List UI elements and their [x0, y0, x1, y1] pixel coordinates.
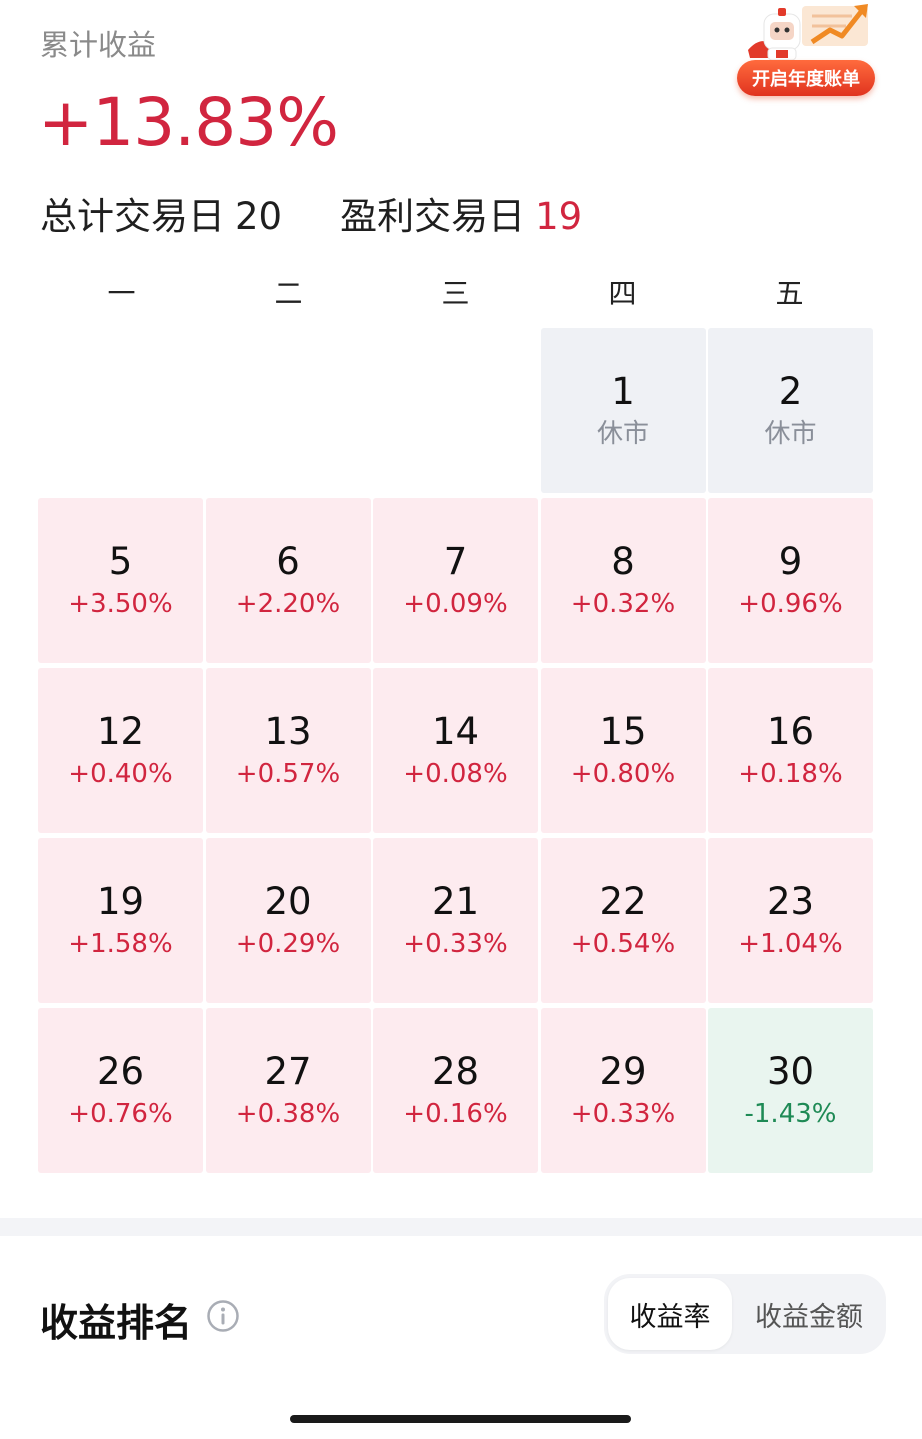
calendar-day-number: 2: [778, 369, 803, 413]
daily-return-value: +1.58%: [68, 928, 173, 959]
calendar-day-cell[interactable]: 30 -1.43%: [708, 1008, 873, 1173]
market-closed-label: 休市: [596, 418, 649, 449]
toggle-return-amount[interactable]: 收益金额: [755, 1301, 863, 1333]
calendar-day-number: 27: [264, 1049, 312, 1093]
profit-trading-days-label: 盈利交易日: [340, 195, 526, 238]
calendar-day-number: 29: [599, 1049, 647, 1093]
daily-return-value: +0.96%: [738, 588, 843, 619]
calendar-day-cell[interactable]: 15 +0.80%: [540, 668, 706, 833]
daily-return-value: +0.38%: [235, 1098, 341, 1129]
calendar-day-cell[interactable]: 12 +0.40%: [38, 668, 203, 833]
weekday-label: 二: [274, 277, 303, 310]
weekday-label: 四: [608, 277, 637, 310]
annual-bill-button[interactable]: 开启年度账单: [737, 60, 875, 96]
home-indicator[interactable]: [290, 1415, 631, 1423]
daily-return-value: +0.76%: [68, 1098, 173, 1129]
daily-return-value: +0.33%: [570, 1098, 676, 1129]
calendar-day-cell[interactable]: 6 +2.20%: [205, 498, 371, 663]
calendar-day-cell[interactable]: 13 +0.57%: [205, 668, 371, 833]
weekday-label: 五: [775, 277, 804, 310]
ranking-metric-toggle[interactable]: 收益率 收益金额: [604, 1274, 886, 1354]
daily-return-value: +3.50%: [68, 588, 173, 619]
weekday-header: 一 二 三 四 五: [38, 272, 873, 312]
calendar-day-cell[interactable]: 21 +0.33%: [373, 838, 538, 1003]
calendar-day-number: 16: [766, 709, 815, 753]
total-trading-days: 总计交易日 20: [40, 186, 282, 240]
calendar-day-number: 30: [766, 1049, 815, 1093]
calendar-day-number: 21: [431, 879, 480, 923]
daily-return-value: +0.08%: [403, 758, 508, 789]
calendar-cell-empty: [38, 328, 203, 493]
calendar-day-cell[interactable]: 27 +0.38%: [205, 1008, 371, 1173]
calendar-day-cell[interactable]: 26 +0.76%: [38, 1008, 203, 1173]
calendar-day-number: 20: [264, 879, 312, 923]
daily-return-value: +0.33%: [403, 928, 508, 959]
calendar-day-cell[interactable]: 23 +1.04%: [708, 838, 873, 1003]
total-trading-days-value: 20: [235, 195, 283, 238]
weekday-label: 三: [441, 277, 470, 310]
calendar-day-number: 9: [778, 539, 803, 583]
total-trading-days-label: 总计交易日: [40, 195, 225, 238]
daily-return-value: +2.20%: [235, 588, 341, 619]
section-divider: [0, 1218, 922, 1236]
calendar-day-number: 22: [599, 879, 647, 923]
daily-return-value: +0.18%: [738, 758, 843, 789]
calendar-day-number: 14: [431, 709, 480, 753]
profit-trading-days: 盈利交易日 19: [340, 186, 582, 240]
calendar-day-number: 1: [611, 369, 635, 413]
calendar-day-cell[interactable]: 22 +0.54%: [540, 838, 706, 1003]
calendar-day-number: 6: [276, 539, 300, 583]
header-label: 累计收益: [40, 28, 157, 62]
market-closed-label: 休市: [764, 418, 817, 449]
calendar-day-number: 23: [766, 879, 815, 923]
calendar-day-cell[interactable]: 5 +3.50%: [38, 498, 203, 663]
calendar-day-number: 26: [96, 1049, 145, 1093]
daily-return-value: +0.29%: [235, 928, 341, 959]
calendar-day-number: 15: [599, 709, 647, 753]
annual-bill-promo[interactable]: 开启年度账单: [734, 0, 880, 104]
mascot-rocket-icon: [748, 4, 868, 61]
calendar-day-number: 7: [443, 539, 468, 583]
calendar-cell-empty: [373, 328, 538, 493]
toggle-return-rate[interactable]: 收益率: [608, 1278, 732, 1350]
calendar-day-cell[interactable]: 28 +0.16%: [373, 1008, 538, 1173]
calendar-day-cell[interactable]: 29 +0.33%: [540, 1008, 706, 1173]
calendar-day-cell[interactable]: 8 +0.32%: [540, 498, 706, 663]
trading-day-stats: 总计交易日 20 盈利交易日 19: [40, 186, 582, 240]
calendar-day-cell[interactable]: 20 +0.29%: [205, 838, 371, 1003]
total-return-value: +13.83%: [38, 84, 339, 161]
daily-return-value: +0.40%: [68, 758, 173, 789]
calendar-day-number: 8: [611, 539, 635, 583]
calendar-day-cell[interactable]: 2 休市: [708, 328, 873, 493]
daily-return-value: +1.04%: [738, 928, 843, 959]
daily-return-value: +0.09%: [403, 588, 508, 619]
calendar-day-cell[interactable]: 1 休市: [540, 328, 706, 493]
profit-trading-days-value: 19: [535, 195, 583, 238]
calendar-day-cell[interactable]: 16 +0.18%: [708, 668, 873, 833]
daily-return-value: +0.80%: [570, 758, 676, 789]
calendar-day-number: 19: [96, 879, 145, 923]
calendar-day-number: 5: [108, 539, 133, 583]
ranking-title: 收益排名: [40, 1301, 193, 1345]
daily-return-value: +0.54%: [570, 928, 676, 959]
calendar-cell-empty: [206, 328, 371, 493]
daily-return-value: +0.32%: [570, 588, 676, 619]
calendar-day-number: 28: [431, 1049, 480, 1093]
daily-return-value: +0.16%: [403, 1098, 508, 1129]
returns-calendar: 1 休市 2 休市 5 +3.50% 6 +2.20% 7 +0.09% 8 +0.32% 9 +0.96…: [38, 328, 873, 1173]
info-icon[interactable]: [206, 1299, 240, 1333]
calendar-day-cell[interactable]: 7 +0.09%: [373, 498, 538, 663]
calendar-day-cell[interactable]: 19 +1.58%: [38, 838, 203, 1003]
calendar-day-cell[interactable]: 14 +0.08%: [373, 668, 538, 833]
daily-return-value: -1.43%: [744, 1098, 837, 1129]
weekday-label: 一: [107, 277, 136, 310]
daily-return-value: +0.57%: [235, 758, 341, 789]
calendar-day-cell[interactable]: 9 +0.96%: [708, 498, 873, 663]
calendar-day-number: 13: [264, 709, 312, 753]
calendar-day-number: 12: [96, 709, 145, 753]
